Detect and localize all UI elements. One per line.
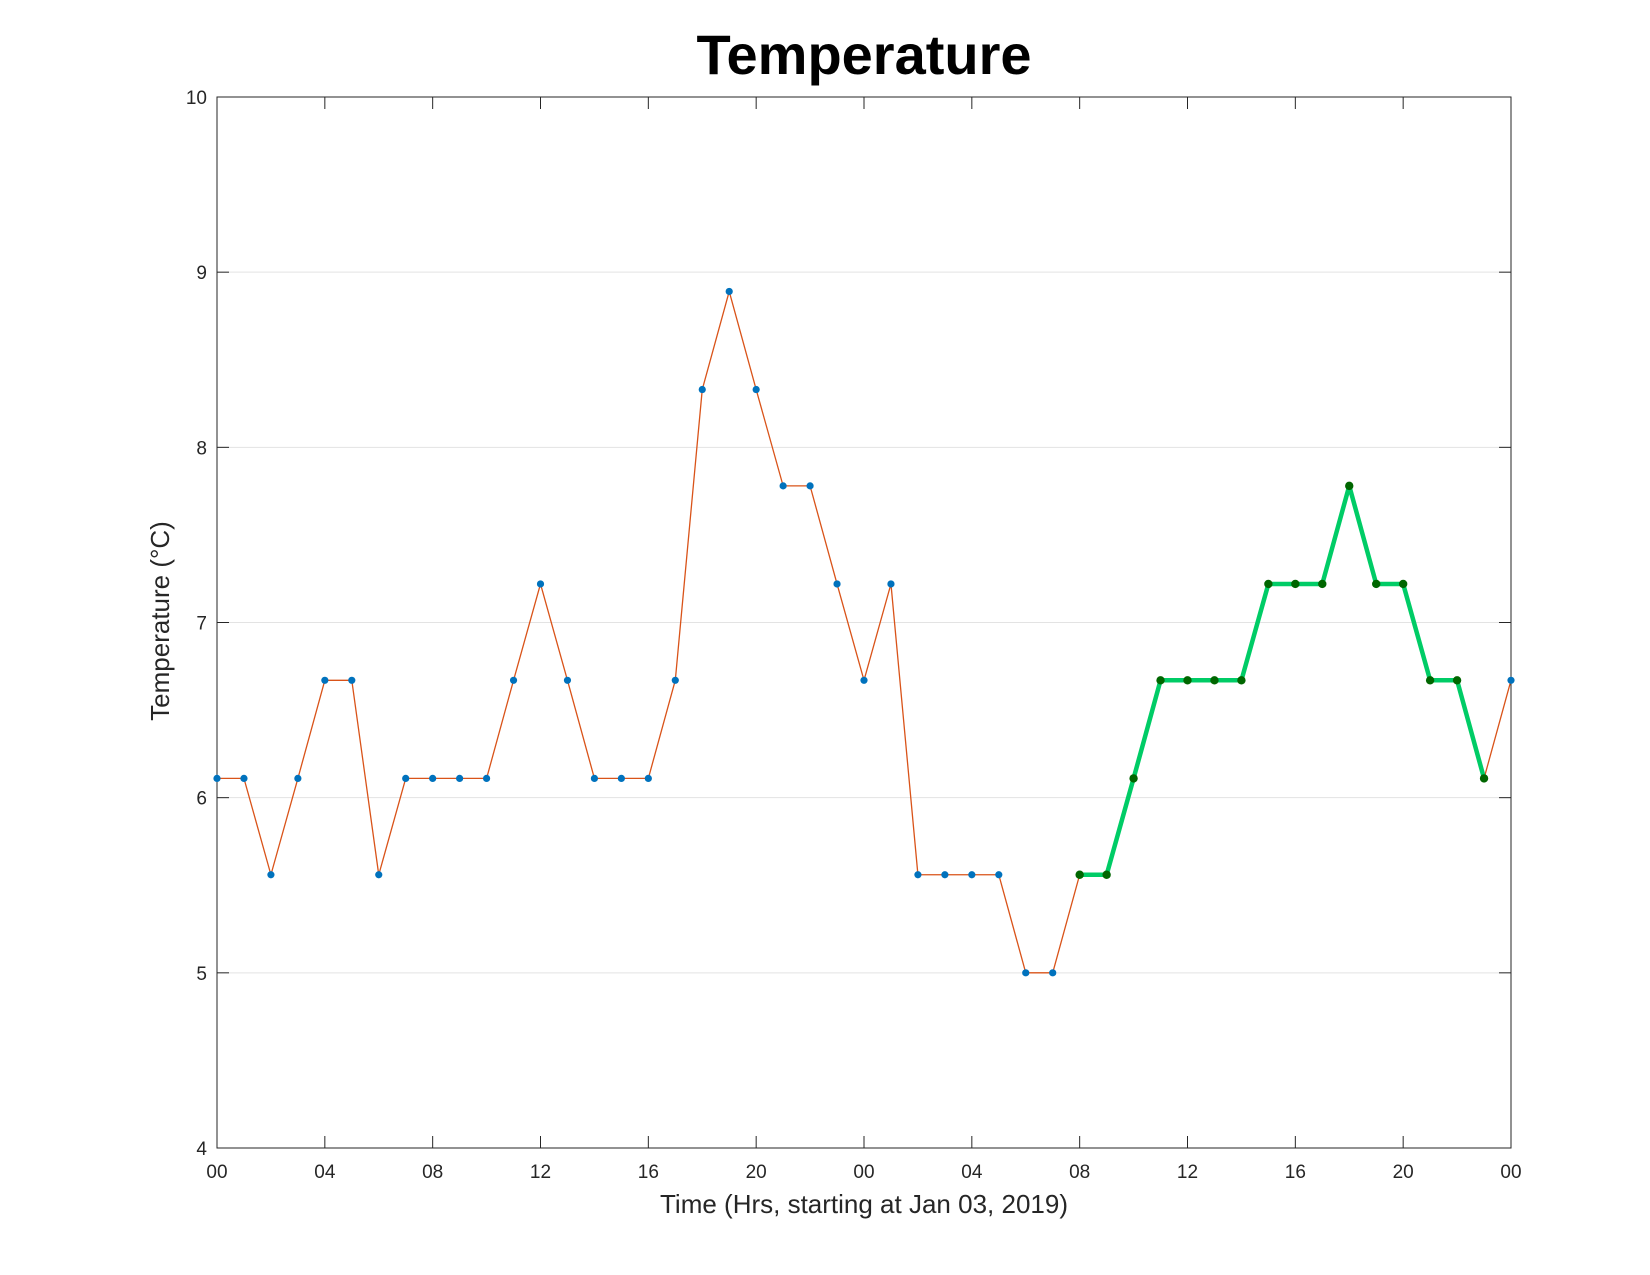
series-1-point <box>968 871 976 879</box>
series-1-point <box>1022 969 1030 977</box>
series-2-point <box>1183 676 1192 685</box>
x-tick-label: 20 <box>1393 1162 1414 1183</box>
y-axis-label: Temperature (°C) <box>145 521 175 721</box>
series-1-point <box>779 482 787 490</box>
x-tick-label: 20 <box>746 1162 767 1183</box>
y-tick-label: 6 <box>196 789 207 810</box>
series-1-point <box>914 871 922 879</box>
series-1-point <box>644 774 652 782</box>
series-2-point <box>1479 774 1489 783</box>
series-1-point <box>375 871 383 879</box>
series-2-point <box>1075 870 1084 879</box>
x-tick-label: 12 <box>530 1162 551 1183</box>
series-1-point <box>590 774 599 782</box>
series-1-point <box>509 676 518 684</box>
x-tick-label: 00 <box>206 1162 227 1183</box>
x-tick-label: 16 <box>1285 1162 1306 1183</box>
x-tick-label: 16 <box>638 1162 659 1183</box>
y-tick-label: 9 <box>196 263 207 284</box>
series-2-point <box>1372 579 1381 589</box>
series-1-point <box>995 871 1003 879</box>
series-1-point <box>1507 676 1515 684</box>
series-2-point <box>1264 579 1273 589</box>
series-1-point <box>1049 969 1057 977</box>
series-1-point <box>833 580 841 588</box>
series-2-point <box>1318 579 1327 589</box>
series-2-point <box>1237 676 1246 685</box>
series-1-point <box>860 676 868 684</box>
series-2-point <box>1398 579 1408 589</box>
series-1-point <box>671 676 679 684</box>
series-1-point <box>482 774 491 782</box>
y-tick-label: 4 <box>196 1139 207 1160</box>
series-1-point <box>429 774 437 782</box>
series-1-point <box>267 871 275 879</box>
x-axis-label: Time (Hrs, starting at Jan 03, 2019) <box>660 1189 1068 1219</box>
series-2-point <box>1210 676 1219 685</box>
data-series <box>213 287 1515 977</box>
series-2 <box>1075 481 1489 879</box>
series-1-point <box>240 774 248 782</box>
series-1-point <box>536 580 545 588</box>
series-2-point <box>1102 870 1111 879</box>
series-1-point <box>806 482 814 490</box>
series-2-point <box>1345 481 1354 491</box>
series-1-point <box>887 580 895 588</box>
series-1-point <box>402 774 410 782</box>
series-1-point <box>752 385 760 394</box>
series-1-point <box>321 676 329 684</box>
grid-lines <box>217 271 1511 974</box>
x-tick-label: 08 <box>1069 1162 1090 1183</box>
x-tick-label: 04 <box>961 1162 983 1183</box>
x-tick-label: 00 <box>1500 1162 1521 1183</box>
y-tick-label: 7 <box>196 614 207 635</box>
series-1-point <box>725 287 733 296</box>
series-1-point <box>213 774 221 782</box>
y-tick-label: 5 <box>196 964 207 985</box>
axis-ticks: 4 5 6 7 8 9 10 00 04 08 12 16 20 00 04 08 12 16 20 00 <box>186 88 1522 1183</box>
y-tick-label: 8 <box>196 438 207 459</box>
x-tick-label: 08 <box>422 1162 443 1183</box>
series-1-point <box>294 774 302 782</box>
series-2-point <box>1156 676 1165 685</box>
series-2-line <box>1077 483 1487 877</box>
series-2-point <box>1425 676 1435 685</box>
y-tick-label: 10 <box>186 88 207 109</box>
x-tick-label: 04 <box>314 1162 336 1183</box>
series-1-point <box>563 676 572 684</box>
series-1-point <box>941 871 949 879</box>
x-tick-label: 12 <box>1177 1162 1198 1183</box>
series-1-point <box>698 385 706 394</box>
series-1-point <box>617 774 625 782</box>
series-2-point <box>1452 676 1462 685</box>
series-1-point <box>348 676 356 684</box>
chart-title: Temperature <box>696 23 1031 86</box>
series-2-point <box>1129 774 1138 783</box>
series-1-point <box>456 774 464 782</box>
series-2-point <box>1291 579 1300 589</box>
x-tick-label: 00 <box>853 1162 874 1183</box>
